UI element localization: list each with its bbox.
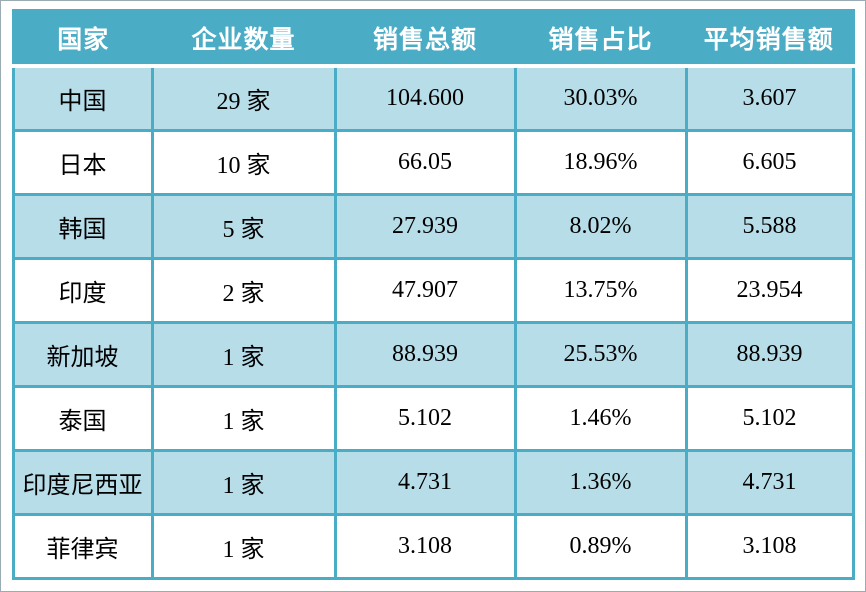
cell-company-count: 5 家 bbox=[150, 193, 337, 260]
cell-average-sales: 6.605 bbox=[684, 129, 855, 196]
cell-average-sales: 3.108 bbox=[684, 513, 855, 580]
table-row-thailand: 泰国 1 家 5.102 1.46% 5.102 bbox=[11, 385, 855, 452]
cell-sales-share: 1.46% bbox=[513, 385, 688, 452]
cell-total-sales: 4.731 bbox=[333, 449, 517, 516]
header-row: 国家 企业数量 销售总额 销售占比 平均销售额 bbox=[13, 10, 853, 68]
cell-company-count: 1 家 bbox=[150, 513, 337, 580]
table-row-philippines: 菲律宾 1 家 3.108 0.89% 3.108 bbox=[11, 513, 855, 580]
cell-country: 日本 bbox=[11, 129, 154, 196]
cell-sales-share: 1.36% bbox=[513, 449, 688, 516]
cell-average-sales: 88.939 bbox=[684, 321, 855, 388]
country-sales-table: 国家 企业数量 销售总额 销售占比 平均销售额 中国 29 家 104.600 … bbox=[11, 9, 855, 580]
cell-average-sales: 23.954 bbox=[684, 257, 855, 324]
column-header-average-sales: 平均销售额 bbox=[686, 10, 853, 68]
cell-total-sales: 66.05 bbox=[333, 129, 517, 196]
cell-average-sales: 4.731 bbox=[684, 449, 855, 516]
cell-company-count: 1 家 bbox=[150, 449, 337, 516]
cell-country: 中国 bbox=[11, 64, 154, 132]
cell-total-sales: 47.907 bbox=[333, 257, 517, 324]
cell-total-sales: 5.102 bbox=[333, 385, 517, 452]
cell-company-count: 2 家 bbox=[150, 257, 337, 324]
cell-company-count: 10 家 bbox=[150, 129, 337, 196]
cell-average-sales: 5.102 bbox=[684, 385, 855, 452]
cell-total-sales: 88.939 bbox=[333, 321, 517, 388]
cell-sales-share: 25.53% bbox=[513, 321, 688, 388]
table-row-china: 中国 29 家 104.600 30.03% 3.607 bbox=[11, 64, 855, 132]
cell-country: 菲律宾 bbox=[11, 513, 154, 580]
table-row-japan: 日本 10 家 66.05 18.96% 6.605 bbox=[11, 129, 855, 196]
column-header-total-sales: 销售总额 bbox=[335, 10, 515, 68]
cell-company-count: 1 家 bbox=[150, 321, 337, 388]
column-header-company-count: 企业数量 bbox=[152, 10, 335, 68]
table-row-singapore: 新加坡 1 家 88.939 25.53% 88.939 bbox=[11, 321, 855, 388]
table-row-korea: 韩国 5 家 27.939 8.02% 5.588 bbox=[11, 193, 855, 260]
cell-sales-share: 30.03% bbox=[513, 64, 688, 132]
cell-total-sales: 27.939 bbox=[333, 193, 517, 260]
cell-total-sales: 104.600 bbox=[333, 64, 517, 132]
cell-sales-share: 0.89% bbox=[513, 513, 688, 580]
cell-sales-share: 18.96% bbox=[513, 129, 688, 196]
column-header-country: 国家 bbox=[13, 10, 152, 68]
cell-country: 印度尼西亚 bbox=[11, 449, 154, 516]
cell-country: 泰国 bbox=[11, 385, 154, 452]
cell-average-sales: 5.588 bbox=[684, 193, 855, 260]
cell-total-sales: 3.108 bbox=[333, 513, 517, 580]
cell-average-sales: 3.607 bbox=[684, 64, 855, 132]
cell-country: 韩国 bbox=[11, 193, 154, 260]
cell-company-count: 29 家 bbox=[150, 64, 337, 132]
column-header-sales-share: 销售占比 bbox=[515, 10, 686, 68]
table-row-indonesia: 印度尼西亚 1 家 4.731 1.36% 4.731 bbox=[11, 449, 855, 516]
cell-sales-share: 13.75% bbox=[513, 257, 688, 324]
table-row-india: 印度 2 家 47.907 13.75% 23.954 bbox=[11, 257, 855, 324]
cell-country: 新加坡 bbox=[11, 321, 154, 388]
cell-company-count: 1 家 bbox=[150, 385, 337, 452]
cell-sales-share: 8.02% bbox=[513, 193, 688, 260]
cell-country: 印度 bbox=[11, 257, 154, 324]
